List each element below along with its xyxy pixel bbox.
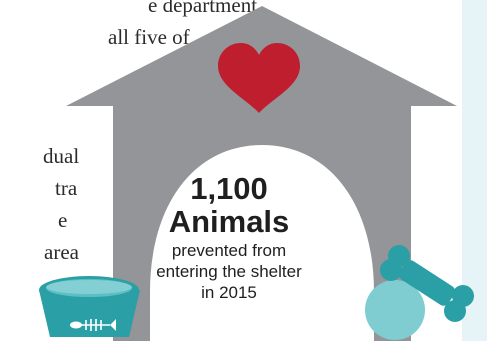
article-line: e department (148, 0, 258, 17)
stat-line: prevented from (171, 241, 287, 260)
ball-icon (365, 280, 425, 340)
stat-unit: Animals (168, 204, 290, 239)
sidebar-panel (462, 0, 487, 341)
article-line: dual (43, 144, 80, 168)
house-shape (66, 6, 457, 341)
article-line: all five of (108, 25, 190, 49)
stat-number: 1,100 (190, 171, 268, 206)
fish-bone-icon (70, 319, 116, 331)
stat-line: entering the shelter (156, 262, 302, 281)
article-line: area (44, 240, 79, 264)
sidebar-gap (454, 0, 462, 341)
dog-bone-icon (380, 245, 474, 322)
pet-bowl-icon (39, 276, 140, 337)
heart-icon (218, 43, 300, 113)
article-line: tra (55, 176, 78, 200)
stat-description: prevented from entering the shelter in 2… (140, 240, 318, 303)
stat-block: 1,100 Animals prevented from entering th… (140, 172, 318, 303)
article-line: e (58, 208, 68, 232)
stat-line: in 2015 (201, 283, 257, 302)
